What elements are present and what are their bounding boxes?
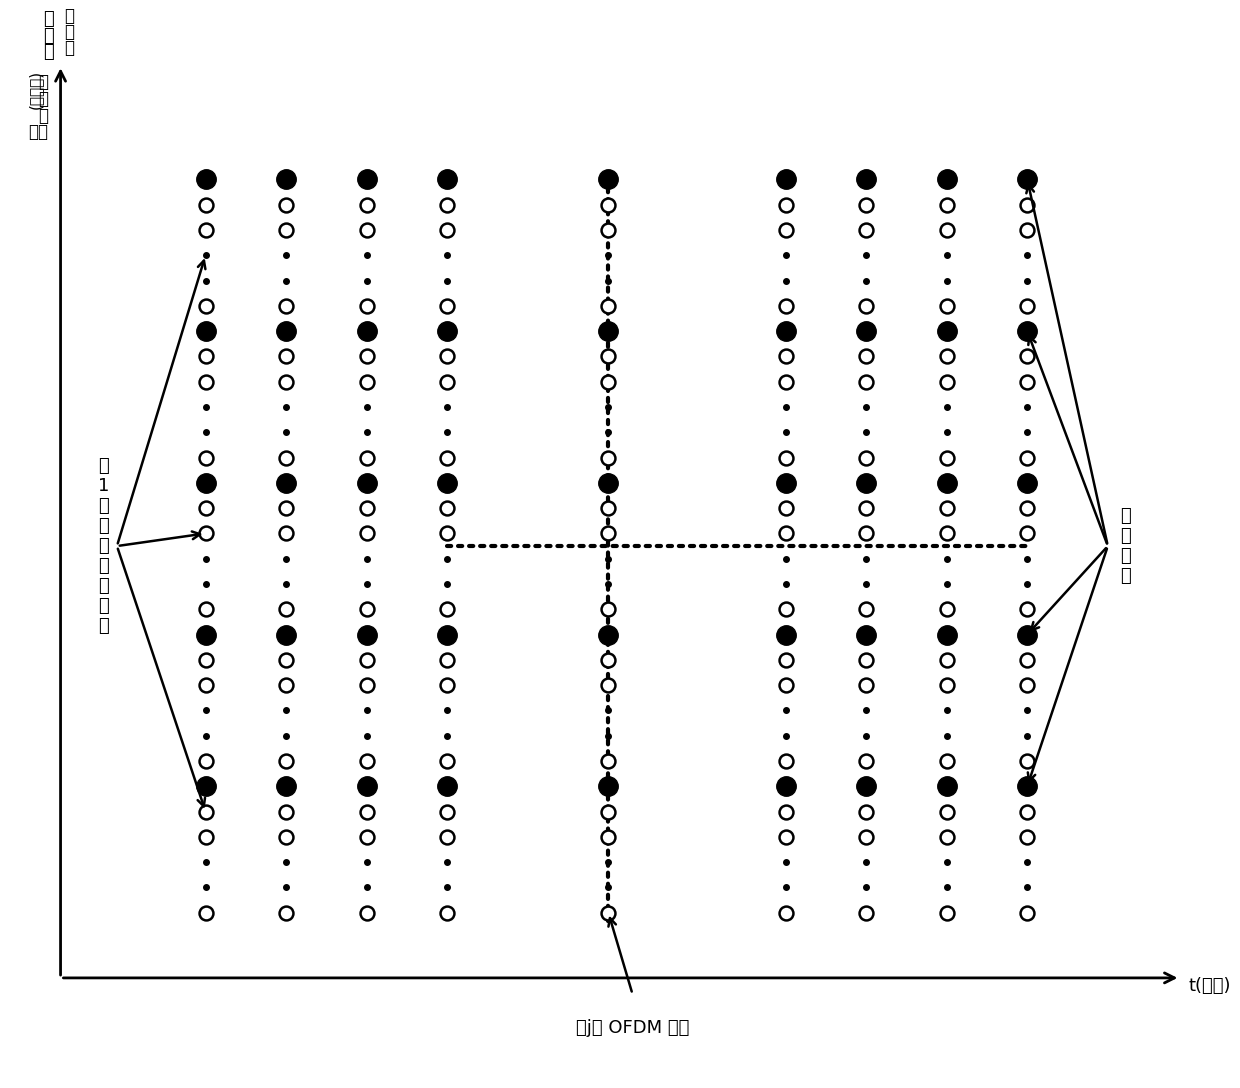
- Text: (子频率): (子频率): [29, 70, 43, 109]
- Text: 第
1
个
编
码
信
息
子
块: 第 1 个 编 码 信 息 子 块: [98, 457, 109, 635]
- Text: 子
频
率
（）: 子 频 率 （）: [29, 74, 48, 141]
- Text: t(时间): t(时间): [1188, 977, 1231, 996]
- Text: 子
频
率: 子 频 率: [64, 8, 74, 58]
- Text: 导
频
符
号: 导 频 符 号: [1120, 507, 1131, 585]
- Text: 子
频
率: 子 频 率: [43, 10, 53, 61]
- Text: 第j个 OFDM 符号: 第j个 OFDM 符号: [575, 1018, 689, 1037]
